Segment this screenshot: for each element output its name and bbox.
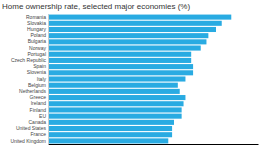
y-tick: Italy [37, 76, 47, 82]
y-tick-label: Portugal [27, 51, 46, 57]
y-tick-label: Norway [29, 45, 46, 51]
y-tick-label: Bulgaria [28, 38, 47, 44]
bar [48, 33, 208, 38]
bar [48, 58, 191, 63]
y-tick-label: Ireland [31, 100, 47, 106]
y-tick: Norway [29, 45, 46, 51]
bar [48, 114, 182, 119]
y-tick-label: Spain [33, 63, 46, 69]
y-tick-label: Slovakia [27, 20, 46, 26]
y-tick-label: Belgium [28, 82, 46, 88]
y-tick: EU [39, 113, 46, 119]
x-axis [49, 144, 259, 145]
y-tick: France [30, 131, 46, 137]
bar [48, 21, 222, 26]
bar [48, 15, 231, 20]
y-tick-label: Finland [30, 107, 47, 113]
y-tick: Canada [28, 119, 46, 125]
y-tick: Hungary [27, 26, 46, 32]
y-tick: Slovenia [27, 69, 46, 75]
y-tick-label: Czech Republic [11, 57, 47, 63]
bar [48, 120, 174, 125]
y-tick: Bulgaria [28, 38, 47, 44]
bar [48, 64, 193, 69]
bar [48, 126, 172, 131]
y-tick: United States [16, 125, 47, 131]
y-tick-label: Slovenia [27, 69, 46, 75]
y-tick: Netherlands [19, 88, 46, 94]
plot: RomaniaSlovakiaHungaryPolandBulgariaNorw… [10, 14, 258, 145]
chart: Home ownership rate, selected major econ… [0, 0, 263, 150]
y-tick: Romania [26, 14, 46, 20]
y-tick: Belgium [28, 82, 46, 88]
y-tick-label: United Kingdom [10, 138, 46, 144]
bar [48, 46, 201, 51]
y-axis-line [48, 15, 49, 145]
bar [48, 95, 185, 100]
y-tick-label: United States [16, 125, 47, 131]
y-tick-label: Hungary [27, 26, 46, 32]
title: Home ownership rate, selected major econ… [2, 2, 190, 11]
bar [48, 27, 216, 32]
bar [48, 107, 182, 112]
y-tick-label: Canada [28, 119, 46, 125]
y-tick: Poland [30, 32, 46, 38]
y-tick: Spain [33, 63, 46, 69]
y-tick: Greece [30, 94, 47, 100]
bar [48, 101, 184, 106]
bar [48, 83, 178, 88]
bar [48, 52, 191, 57]
y-tick-label: Netherlands [19, 88, 46, 94]
y-axis: RomaniaSlovakiaHungaryPolandBulgariaNorw… [10, 14, 48, 145]
y-tick: Czech Republic [11, 57, 47, 63]
y-tick: Finland [30, 107, 47, 113]
y-tick-label: Italy [37, 76, 47, 82]
bar [48, 138, 168, 143]
bar [48, 132, 172, 137]
y-tick-label: Romania [26, 14, 46, 20]
y-tick-label: Greece [30, 94, 47, 100]
bars [48, 15, 231, 144]
y-tick-label: Poland [30, 32, 46, 38]
y-tick: Ireland [31, 100, 47, 106]
y-tick: Portugal [27, 51, 46, 57]
bar [48, 70, 193, 75]
bar [48, 76, 185, 81]
y-tick: United Kingdom [10, 138, 46, 144]
y-tick: Slovakia [27, 20, 46, 26]
bar [48, 89, 180, 94]
bar [48, 39, 206, 44]
x-axis-line [49, 144, 259, 145]
y-tick-label: EU [39, 113, 46, 119]
y-tick-label: France [30, 131, 46, 137]
